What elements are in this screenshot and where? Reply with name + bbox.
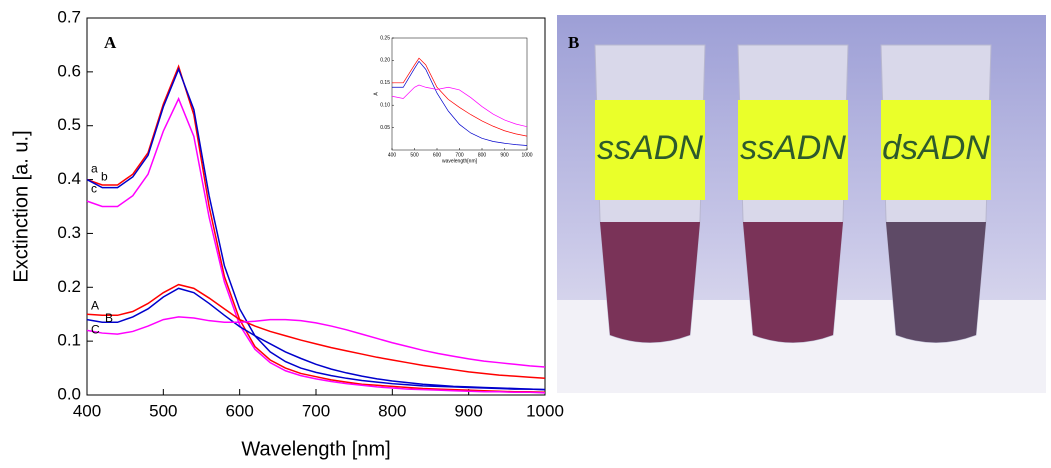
series-label: A <box>91 298 99 312</box>
tube-text: ssADN <box>740 129 846 167</box>
x-tick-label: 400 <box>388 152 397 158</box>
y-tick-label: 0.6 <box>57 61 81 80</box>
liquid <box>743 222 843 343</box>
series-label: C <box>91 323 100 337</box>
x-tick-label: 400 <box>73 401 101 420</box>
series-label: b <box>101 170 108 184</box>
tube-text: ssADN <box>597 129 703 167</box>
series-label: a <box>91 162 98 176</box>
series-line <box>392 60 528 146</box>
series-line <box>86 96 546 394</box>
x-tick-label: 1000 <box>526 401 564 420</box>
liquid <box>600 222 700 343</box>
x-tick-label: 600 <box>433 152 442 158</box>
y-tick-label: 0.3 <box>57 223 81 242</box>
y-tick-label: 0.0 <box>57 384 81 403</box>
photo-panel: ssADN ssADN dsADN B <box>557 15 1046 393</box>
x-axis-label: Wavelength [nm] <box>241 438 390 460</box>
tube-label <box>881 100 991 200</box>
panel-label: A <box>104 33 117 52</box>
y-tick-label: 0.20 <box>380 58 390 64</box>
series-line <box>86 64 546 394</box>
y-tick-label: 0.1 <box>57 331 81 350</box>
panel-label: B <box>568 33 579 52</box>
y-tick-label: 0.7 <box>57 7 81 26</box>
y-axis-label: A <box>373 92 379 96</box>
y-tick-label: 0.5 <box>57 115 81 134</box>
x-tick-label: 600 <box>225 401 253 420</box>
series-label: c <box>91 181 97 195</box>
x-tick-label: 900 <box>454 401 482 420</box>
tube-label <box>595 100 705 200</box>
x-tick-label: 700 <box>302 401 330 420</box>
series-label: B <box>105 311 113 325</box>
x-tick-label: 700 <box>455 152 464 158</box>
x-tick-label: 800 <box>478 152 487 158</box>
series-line <box>86 316 546 368</box>
y-tick-label: 0.10 <box>380 103 390 109</box>
liquid <box>886 222 986 343</box>
x-tick-label: 800 <box>378 401 406 420</box>
y-tick-label: 0.2 <box>57 277 81 296</box>
series-line <box>391 84 528 128</box>
series-line <box>86 283 546 380</box>
inset-chart: 0.05 0.10 0.15 0.20 0.25 400 500 600 700 800 900 10… <box>373 35 532 164</box>
y-tick-label: 0.4 <box>57 169 81 188</box>
tube-text: dsADN <box>882 129 990 167</box>
y-tick-label: 0.15 <box>380 80 390 86</box>
y-tick-label: 0.05 <box>380 125 390 131</box>
x-tick-label: 900 <box>500 152 509 158</box>
y-tick-label: 0.25 <box>380 35 390 41</box>
y-axis-label: Exctinction [a. u.] <box>10 130 32 282</box>
tube-label <box>738 100 848 200</box>
main-chart: 0.0 0.1 0.2 0.3 0.4 0.5 0.6 0.7 400 500 600 700 800 9… <box>10 7 564 460</box>
x-tick-label: 500 <box>410 152 419 158</box>
series-line <box>86 287 546 391</box>
series-line <box>392 57 528 137</box>
x-tick-label: 500 <box>149 401 177 420</box>
x-axis-label: wavelength[nm] <box>442 158 478 164</box>
x-tick-label: 1000 <box>521 152 532 158</box>
inset-background <box>392 38 527 150</box>
